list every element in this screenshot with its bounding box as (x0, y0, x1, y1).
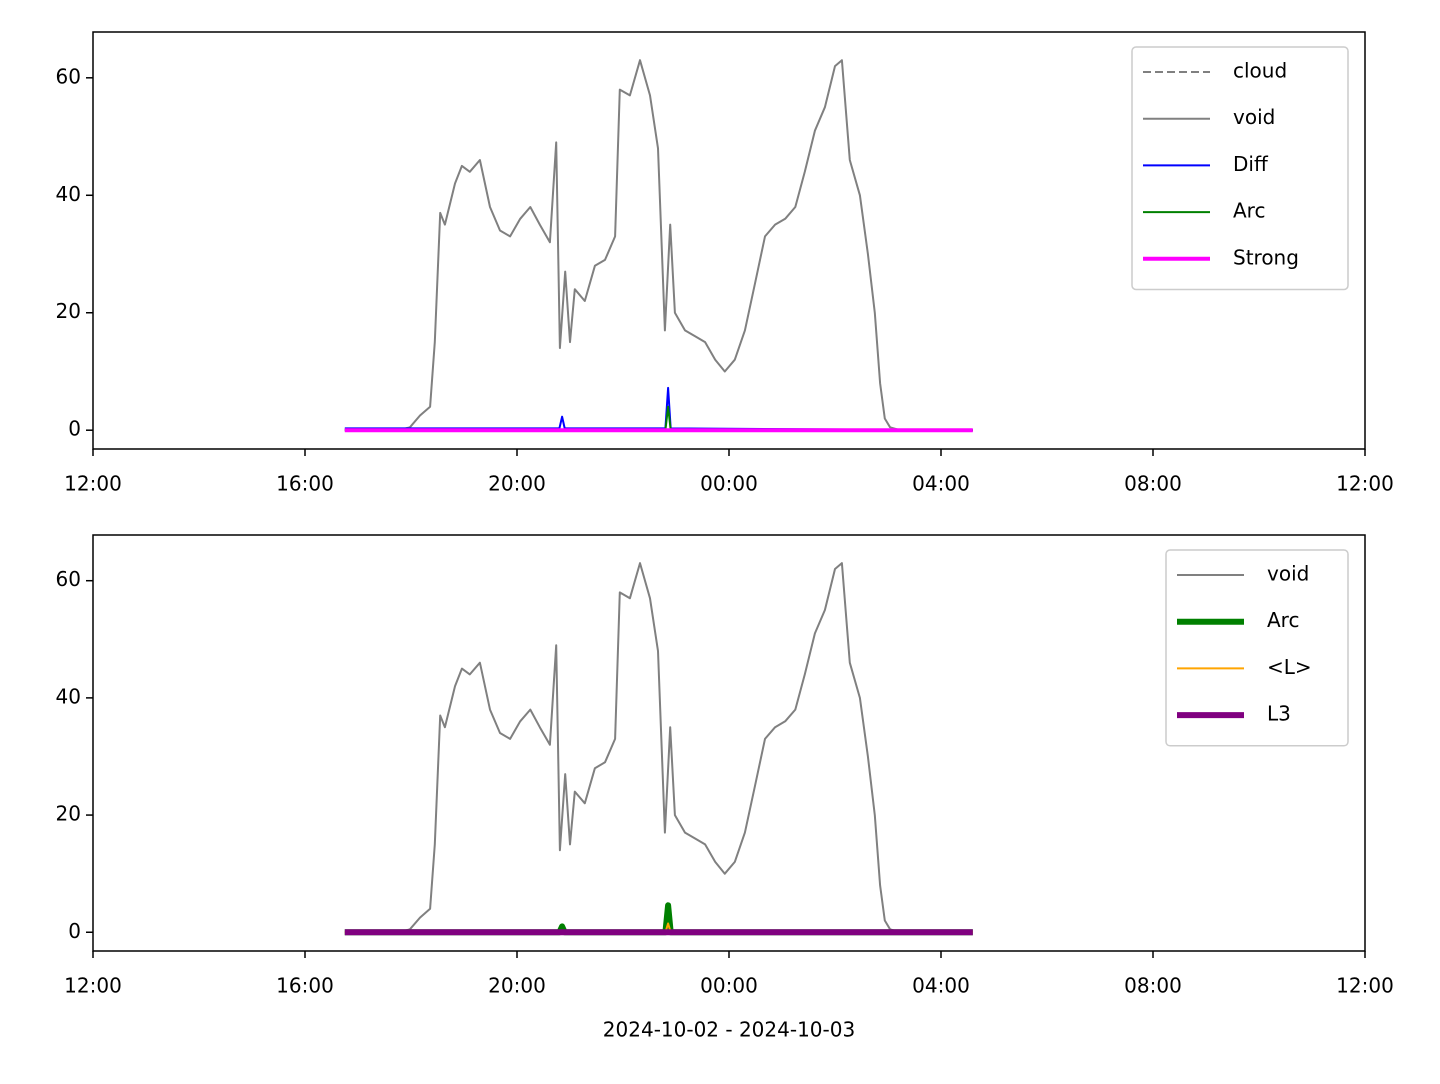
x-tick-label: 16:00 (276, 974, 334, 998)
x-tick-label: 00:00 (700, 974, 758, 998)
legend-box (1165, 549, 1349, 747)
series-line (344, 59, 973, 432)
legend-label: L3 (1267, 702, 1291, 726)
x-tick-label: 08:00 (1124, 974, 1182, 998)
y-tick-label: 20 (56, 802, 81, 826)
x-axis-label: 2024-10-02 - 2024-10-03 (603, 1018, 855, 1042)
legend-label: Strong (1233, 245, 1299, 269)
x-tick-label: 00:00 (700, 472, 758, 496)
x-tick-label: 08:00 (1124, 472, 1182, 496)
y-tick-label: 40 (56, 684, 81, 708)
legend-label: void (1267, 562, 1309, 586)
panel: 0 20 40 60 12:00 16:00 20:00 00:00 04:00 08:00 12:… (56, 31, 1394, 496)
legend-label: void (1233, 105, 1275, 129)
legend-label: Diff (1233, 152, 1269, 176)
y-tick-label: 60 (56, 567, 81, 591)
x-tick-label: 12:00 (1336, 974, 1394, 998)
axes-frame (92, 534, 1366, 952)
series-line (344, 562, 973, 934)
series-line (344, 902, 973, 936)
series-line (344, 405, 973, 432)
y-tick-label: 40 (56, 182, 81, 206)
series-line (344, 386, 973, 432)
legend-label: <L> (1267, 655, 1312, 679)
x-tick-label: 12:00 (64, 472, 122, 496)
x-tick-label: 16:00 (276, 472, 334, 496)
legend-label: cloud (1233, 59, 1287, 83)
y-tick-label: 0 (68, 919, 81, 943)
legend-box (1131, 46, 1349, 291)
x-tick-label: 20:00 (488, 472, 546, 496)
y-tick-label: 0 (68, 417, 81, 441)
legend-label: Arc (1267, 608, 1299, 632)
x-tick-label: 12:00 (1336, 472, 1394, 496)
x-tick-label: 20:00 (488, 974, 546, 998)
x-tick-label: 04:00 (912, 974, 970, 998)
panel: 0 20 40 60 12:00 16:00 20:00 00:00 04:00 08:00 12:… (56, 534, 1394, 1042)
y-tick-label: 60 (56, 64, 81, 88)
x-tick-label: 04:00 (912, 472, 970, 496)
x-tick-label: 12:00 (64, 974, 122, 998)
axes-frame (92, 31, 1366, 450)
legend-label: Arc (1233, 199, 1265, 223)
y-tick-label: 20 (56, 299, 81, 323)
